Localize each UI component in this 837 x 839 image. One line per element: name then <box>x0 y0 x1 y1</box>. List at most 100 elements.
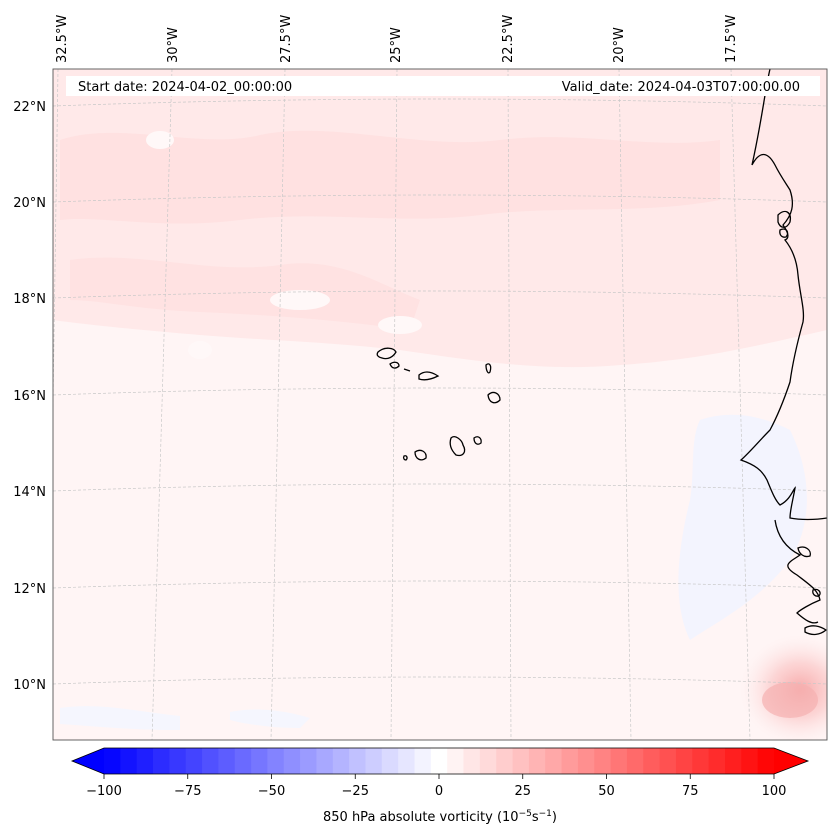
negative-vorticity-patch <box>60 706 180 730</box>
colorbar-cell <box>316 748 334 774</box>
colorbar-tick-label: −100 <box>86 784 122 799</box>
negative-vorticity-patch <box>678 414 807 640</box>
cape-verde-island <box>376 347 397 360</box>
lat-label: 16°N <box>13 389 46 404</box>
lon-label: 27.5°W <box>279 15 294 63</box>
cape-verde-island <box>485 363 492 374</box>
meridian-line <box>53 69 59 428</box>
colorbar-cell <box>561 748 579 774</box>
valid-date-label: Valid_date: 2024-04-03T07:00:00.00 <box>562 80 800 95</box>
colorbar-tick-label: 0 <box>435 784 443 799</box>
colorbar-cell <box>545 748 563 774</box>
colorbar-cell <box>528 748 546 774</box>
colorbar-cell <box>218 748 236 774</box>
positive-vorticity-patch <box>70 257 420 330</box>
coastal-island <box>812 588 821 597</box>
colorbar-cell <box>283 748 301 774</box>
colorbar-cell <box>675 748 693 774</box>
cape-verde-island <box>389 361 400 369</box>
longitude-labels: 32.5°W 30°W 27.5°W 25°W 22.5°W 20°W 17.5… <box>55 15 739 63</box>
colorbar-tick-label: −25 <box>342 784 369 799</box>
cape-verde-island <box>487 391 501 404</box>
meridian-line <box>730 69 751 740</box>
lon-label: 30°W <box>166 27 181 63</box>
colorbar-cell <box>251 748 268 774</box>
lon-label: 20°W <box>612 27 627 63</box>
meridian-line <box>618 69 632 740</box>
colorbar-cell <box>479 748 497 774</box>
colorbar-cell <box>659 748 677 774</box>
colorbar-cell <box>741 748 759 774</box>
colorbar-cell <box>185 748 203 774</box>
cape-verde-island <box>449 436 466 457</box>
neutral-pocket <box>146 131 174 149</box>
colorbar-cell <box>300 748 317 774</box>
colorbar-ticks: −100 −75 −50 −25 0 25 50 75 100 <box>86 774 786 799</box>
parallel-line <box>53 290 827 299</box>
lat-label: 22°N <box>13 100 46 115</box>
colorbar-cell <box>136 748 154 774</box>
africa-coastline <box>739 69 827 521</box>
coastal-island <box>797 546 811 558</box>
colorbar-cell <box>381 748 399 774</box>
cape-verde-island <box>414 449 427 461</box>
colorbar-cells <box>104 748 775 774</box>
colorbar-cell <box>577 748 595 774</box>
colorbar-max-extend <box>774 748 808 774</box>
colorbar-cell <box>365 748 383 774</box>
africa-coastline <box>804 625 827 636</box>
meridian-line <box>270 69 286 740</box>
map-frame <box>52 68 828 741</box>
colorbar-cell <box>708 748 726 774</box>
colorbar-cell <box>626 748 644 774</box>
colorbar-cell <box>153 748 170 774</box>
header-strip <box>66 76 820 96</box>
neutral-pocket <box>270 290 330 310</box>
lat-label: 14°N <box>13 485 46 500</box>
colorbar-cell <box>463 748 481 774</box>
colorbar-cell <box>120 748 138 774</box>
colorbar-cell <box>512 748 530 774</box>
meridian-line <box>507 69 512 740</box>
coastlines <box>376 69 827 636</box>
meridian-line <box>151 69 173 740</box>
neutral-pocket <box>378 316 422 334</box>
cape-verde-island <box>402 455 408 461</box>
start-date-label: Start date: 2024-04-02_00:00:00 <box>78 80 292 95</box>
colorbar-cell <box>496 748 514 774</box>
colorbar-tick-label: 75 <box>682 784 699 799</box>
lat-label: 18°N <box>13 292 46 307</box>
lat-label: 10°N <box>13 678 46 693</box>
lat-label: 20°N <box>13 196 46 211</box>
lon-label: 22.5°W <box>501 15 516 63</box>
colorbar-label: 850 hPa absolute vorticity (10−5s−1) <box>323 809 557 825</box>
colorbar: −100 −75 −50 −25 0 25 50 75 100 850 hPa absolute… <box>70 747 810 825</box>
lon-label: 32.5°W <box>55 15 70 63</box>
parallel-line <box>53 98 827 107</box>
colorbar-cell <box>332 748 350 774</box>
parallel-line <box>53 194 827 203</box>
colorbar-tick-label: 25 <box>514 784 531 799</box>
lat-label: 12°N <box>13 582 46 597</box>
colorbar-tick-label: 100 <box>762 784 787 799</box>
colorbar-cell <box>430 748 448 774</box>
colorbar-cell <box>104 748 121 774</box>
colorbar-cell <box>724 748 742 774</box>
cape-verde-island <box>473 436 482 445</box>
colorbar-tick-label: 50 <box>598 784 615 799</box>
parallel-line <box>53 387 827 396</box>
colorbar-cell <box>202 748 219 774</box>
colorbar-min-extend <box>72 748 104 774</box>
neutral-pocket <box>188 341 212 359</box>
colorbar-cell <box>610 748 628 774</box>
colorbar-cell <box>169 748 187 774</box>
coastal-island <box>779 228 789 238</box>
parallel-line <box>53 580 827 589</box>
parallel-line <box>53 483 827 492</box>
negative-vorticity-patch <box>230 709 310 728</box>
cape-verde-island <box>403 368 411 372</box>
meridian-line <box>390 69 398 740</box>
colorbar-cell <box>643 748 661 774</box>
positive-vorticity-patch <box>60 130 720 224</box>
colorbar-tick-label: −75 <box>174 784 201 799</box>
